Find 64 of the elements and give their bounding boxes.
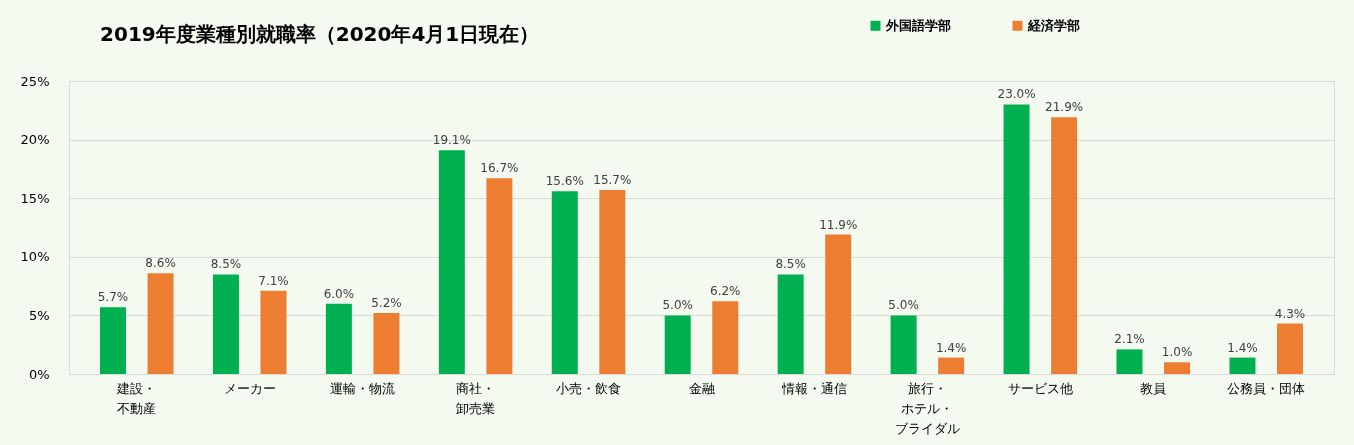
bar [938,357,965,374]
x-tick-label: 運輸・物流 [330,380,396,396]
data-label: 6.0% [323,286,355,301]
bar [712,301,739,374]
x-tick-label: 情報・通信 [780,380,847,396]
data-label: 5.0% [662,298,693,313]
data-label: 1.4% [1227,340,1258,355]
data-label: 11.9% [819,217,858,232]
data-label: 2.1% [1114,332,1145,347]
x-tick-label: 商社・卸売業 [456,380,496,416]
bar [260,290,287,374]
bar [664,315,691,374]
bar [1277,323,1304,374]
x-tick-label: 教員 [1140,380,1167,396]
bar [147,273,174,374]
legend-label: 経済学部 [1027,17,1080,33]
data-label: 5.2% [371,296,402,311]
x-tick-label: 公務員・団体 [1227,380,1306,396]
data-label: 15.7% [593,173,632,187]
data-label: 15.6% [545,174,584,189]
data-label: 6.2% [710,284,741,299]
data-label: 21.9% [1045,100,1084,115]
data-label: 8.6% [145,256,176,271]
bar [551,191,578,374]
x-tick-label: メーカー [223,380,276,396]
bar [1116,349,1143,374]
bar [212,274,239,374]
y-tick-label: 15% [20,190,50,206]
data-label: 23.0% [997,87,1036,102]
chart-title: 2019年度業種別就職率（2020年4月1日現在） [100,22,540,46]
bar [1229,357,1256,374]
bar [1051,117,1078,374]
x-tick-label: 金融 [688,380,715,396]
legend-label: 外国語学部 [885,17,951,33]
bar [599,190,626,374]
data-label: 16.7% [480,161,519,176]
y-tick-label: 10% [20,249,50,265]
y-tick-label: 20% [20,132,50,148]
x-tick-label: サービス他 [1007,380,1073,396]
data-label: 5.0% [888,298,919,313]
bar [1164,362,1191,374]
bar [325,303,352,374]
data-label: 4.3% [1274,306,1306,321]
bar [890,315,917,374]
x-tick-label: 建設・不動産 [116,380,157,416]
y-tick-label: 5% [28,307,50,323]
bar [438,150,465,374]
bar [99,307,126,374]
data-label: 5.7% [97,290,129,305]
x-tick-label: 小売・飲食 [556,380,622,396]
data-label: 8.5% [210,257,242,272]
data-label: 8.5% [775,257,806,272]
x-tick-label: 旅行・ホテル・ブライダル [894,380,960,436]
bar [373,313,400,374]
y-tick-label: 25% [20,73,50,89]
bar [486,178,513,374]
data-label: 19.1% [432,133,471,148]
y-tick-label: 0% [28,366,50,382]
bar [777,274,804,374]
data-label: 7.1% [258,273,289,288]
data-label: 1.0% [1161,345,1193,360]
data-label: 1.4% [935,340,967,355]
bar [825,234,852,374]
bar [1003,104,1030,374]
